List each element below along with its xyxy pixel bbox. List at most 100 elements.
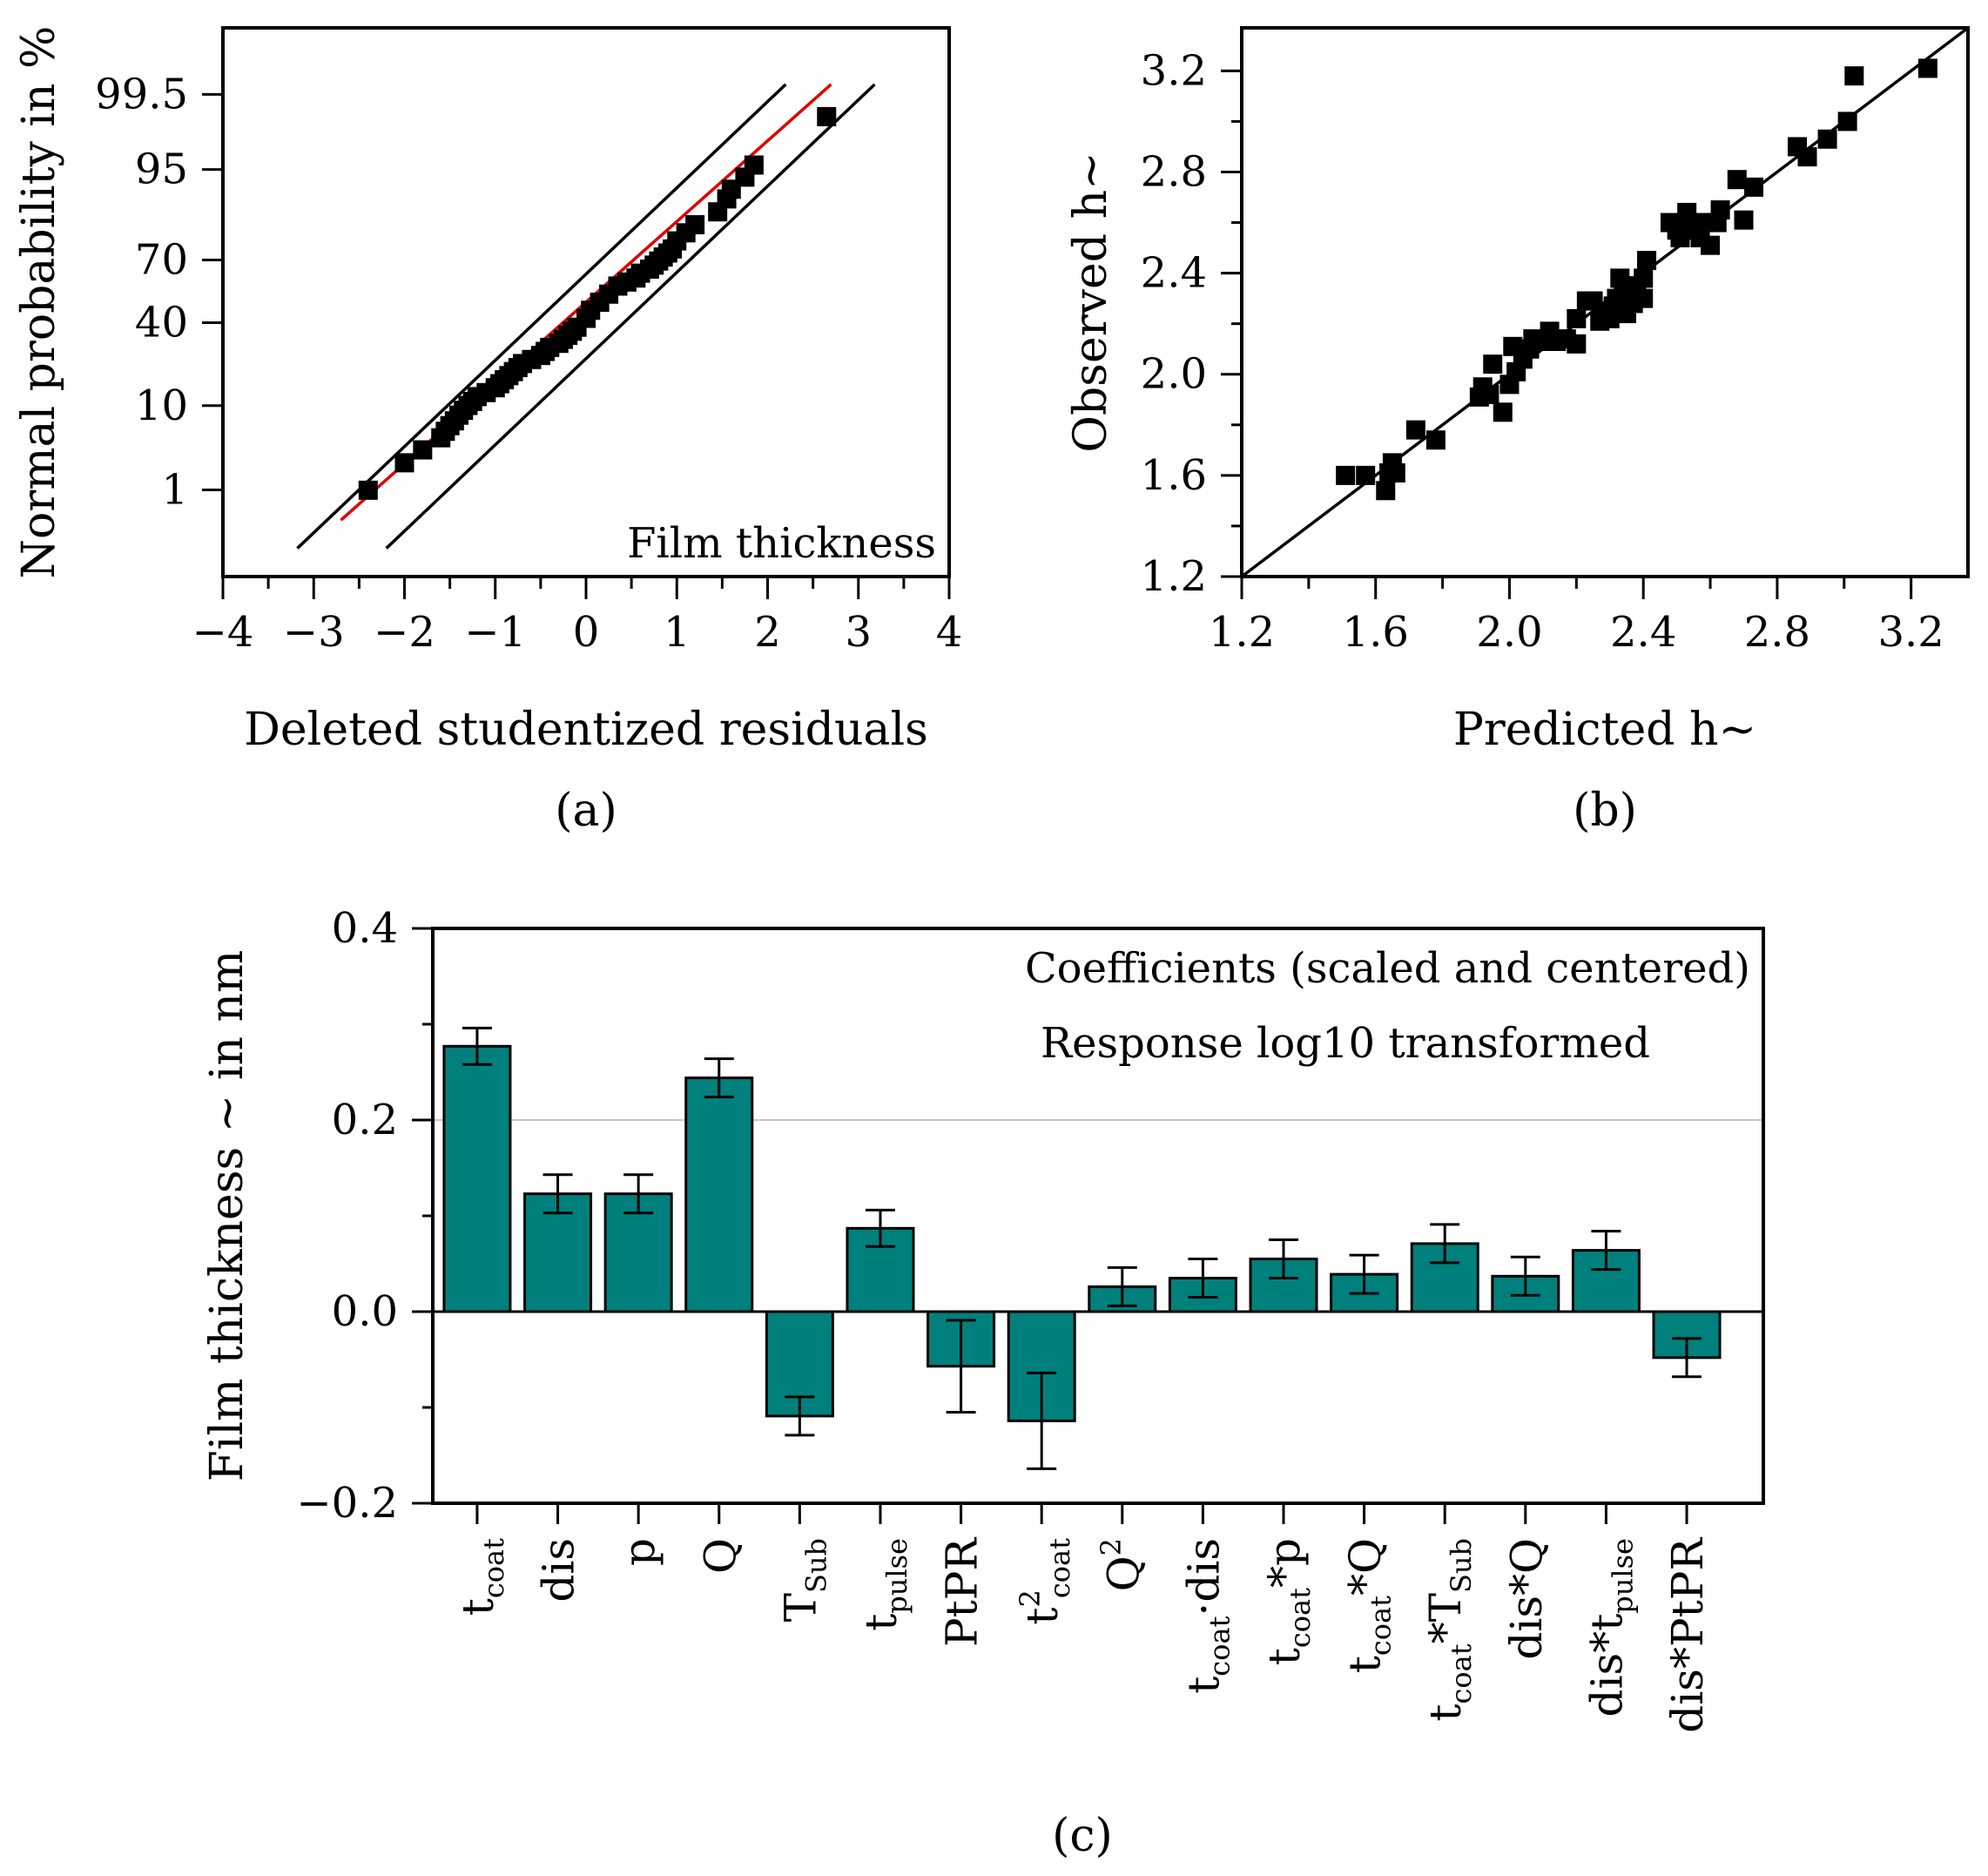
category-main-text: t xyxy=(1178,1677,1229,1694)
panel-c-y-tick-label: 0.2 xyxy=(332,1096,398,1144)
category-main-text: t xyxy=(856,1614,906,1631)
panel-a-confidence-bound-1 xyxy=(296,83,787,550)
panel-b-caption: (b) xyxy=(1573,785,1637,837)
category-subscript: coat xyxy=(1365,1596,1398,1656)
panel-a-y-tick-label: 10 xyxy=(135,381,188,430)
panel-a-x-tick-label: 2 xyxy=(754,608,781,657)
category-subscript: Sub xyxy=(799,1538,832,1593)
panel-b-y-tick-label: 2.4 xyxy=(1141,249,1207,298)
panel-a-y-tick-label: 1 xyxy=(161,465,188,514)
category-superscript: 2 xyxy=(1095,1538,1128,1555)
panel-b-data-point xyxy=(1385,462,1405,482)
panel-b-y-axis-title: Observed h~ xyxy=(1065,152,1117,452)
panel-b-data-point xyxy=(1837,111,1857,132)
panel-a-x-tick-label: 3 xyxy=(845,608,872,657)
panel-b-data-point xyxy=(1425,430,1446,450)
category-main-text: t xyxy=(453,1598,503,1616)
panel-c-category-label: Q2 xyxy=(1095,1538,1149,1591)
panel-a-y-tick-label: 40 xyxy=(135,298,188,347)
category-suffix-text: ·dis xyxy=(1178,1538,1229,1616)
panel-c-category-label: tcoat·dis xyxy=(1178,1538,1236,1694)
panel-a-x-tick-label: 0 xyxy=(573,608,600,657)
panel-b-observed-vs-predicted: 1.2 1.6 2.0 2.4 2.8 3.2 1.2 1.6 2.0 2.4 2.8 3.2 Pr… xyxy=(1065,26,1970,837)
panel-b-data-point xyxy=(1701,235,1721,255)
panel-a-x-tick-label: −2 xyxy=(374,608,435,657)
panel-b-data-point xyxy=(1356,465,1376,485)
panel-c-category-label: dis*PtPR xyxy=(1662,1537,1713,1733)
panel-c-category-label: tcoat*p xyxy=(1259,1538,1317,1665)
category-main-text: t xyxy=(1017,1607,1068,1624)
category-subscript: coat xyxy=(1284,1588,1317,1648)
category-subscript: coat xyxy=(1043,1538,1076,1598)
panel-b-data-point xyxy=(1493,402,1513,422)
panel-b-y-tick-label: 2.8 xyxy=(1141,147,1207,196)
panel-b-x-tick-label: 1.6 xyxy=(1343,608,1409,657)
category-main-text: Q xyxy=(695,1538,745,1574)
panel-c-category-label: t2coat xyxy=(1014,1538,1076,1625)
panel-b-x-tick-label: 1.2 xyxy=(1209,608,1275,657)
panel-c-bar xyxy=(442,1044,512,1313)
category-main-text: Q xyxy=(1098,1555,1149,1591)
panel-b-data-point xyxy=(1844,66,1864,86)
panel-b-data-point xyxy=(1917,58,1937,78)
category-main-text: t xyxy=(1340,1656,1391,1673)
panel-b-data-point xyxy=(1567,308,1587,328)
panel-a-data-point xyxy=(394,453,414,473)
panel-a-data-point xyxy=(744,155,764,175)
panel-c-caption: (c) xyxy=(1052,1810,1113,1862)
category-subscript: pulse xyxy=(880,1538,913,1614)
panel-a-y-tick-label: 99.5 xyxy=(95,70,188,118)
panel-c-category-label: Q xyxy=(695,1538,745,1574)
panel-c-category-label: tcoat*TSub xyxy=(1420,1538,1478,1722)
panel-c-annotation-2: Response log10 transformed xyxy=(1041,1019,1650,1068)
panel-a-data-point xyxy=(413,440,433,460)
category-main-text: t xyxy=(1420,1704,1471,1722)
category-subscript: coat xyxy=(1445,1643,1478,1704)
panel-b-data-point xyxy=(1567,334,1587,354)
panel-a-caption: (a) xyxy=(555,785,617,837)
panel-b-data-point xyxy=(1727,170,1747,190)
category-superscript: 2 xyxy=(1014,1589,1047,1607)
category-main-text: p xyxy=(614,1538,664,1566)
panel-c-bar xyxy=(684,1076,754,1313)
category-suffix-text: *T xyxy=(1420,1593,1471,1643)
panel-c-y-axis-title: Film thickness ~ in nm xyxy=(201,950,253,1482)
panel-b-x-tick-label: 2.0 xyxy=(1476,608,1542,657)
panel-b-data-point xyxy=(1634,268,1654,288)
panel-a-data-point xyxy=(817,106,837,126)
panel-a-normal-probability-plot: −4 −3 −2 −1 0 1 2 3 4 1 10 40 70 95 99.5 Film thickne… xyxy=(13,26,962,837)
category-subscript: coat xyxy=(477,1538,510,1598)
panel-a-x-tick-label: 4 xyxy=(936,608,963,657)
panel-c-y-tick-label: −0.2 xyxy=(296,1479,398,1528)
panel-c-category-label: tpulse xyxy=(856,1538,913,1631)
panel-b-data-point xyxy=(1336,465,1356,485)
category-main-text: dis*PtPR xyxy=(1662,1537,1713,1733)
category-suffix-text: *Q xyxy=(1340,1538,1391,1596)
panel-c-y-tick-label: 0.4 xyxy=(332,904,398,953)
panel-b-y-tick-label: 1.2 xyxy=(1141,552,1207,601)
panel-b-data-point xyxy=(1405,420,1425,440)
panel-c-category-label: dis*Q xyxy=(1501,1538,1552,1660)
panel-b-data-point xyxy=(1734,210,1754,230)
panel-a-annotation: Film thickness xyxy=(627,519,936,568)
panel-a-data-point xyxy=(685,215,705,235)
category-subscript: Sub xyxy=(1445,1538,1478,1593)
panel-c-y-tick-label: 0.0 xyxy=(332,1287,398,1336)
panel-a-x-tick-label: 1 xyxy=(664,608,691,657)
category-main-text: t xyxy=(1259,1648,1310,1665)
panel-b-data-point xyxy=(1634,288,1654,308)
panel-c-category-label: tcoat xyxy=(453,1538,510,1616)
category-subscript: pulse xyxy=(1606,1538,1639,1614)
category-main-text: T xyxy=(775,1593,826,1622)
category-main-text: dis*Q xyxy=(1501,1538,1552,1660)
panel-c-category-label: dis*tpulse xyxy=(1581,1538,1639,1717)
panel-c-category-label: PtPR xyxy=(937,1537,987,1647)
panel-b-x-tick-label: 3.2 xyxy=(1877,608,1944,657)
panel-c-bar xyxy=(523,1192,593,1313)
panel-a-x-tick-label: −4 xyxy=(192,608,254,657)
panel-b-data-point xyxy=(1376,481,1396,501)
panel-b-data-point xyxy=(1797,147,1817,167)
panel-a-x-axis-title: Deleted studentized residuals xyxy=(244,704,928,756)
